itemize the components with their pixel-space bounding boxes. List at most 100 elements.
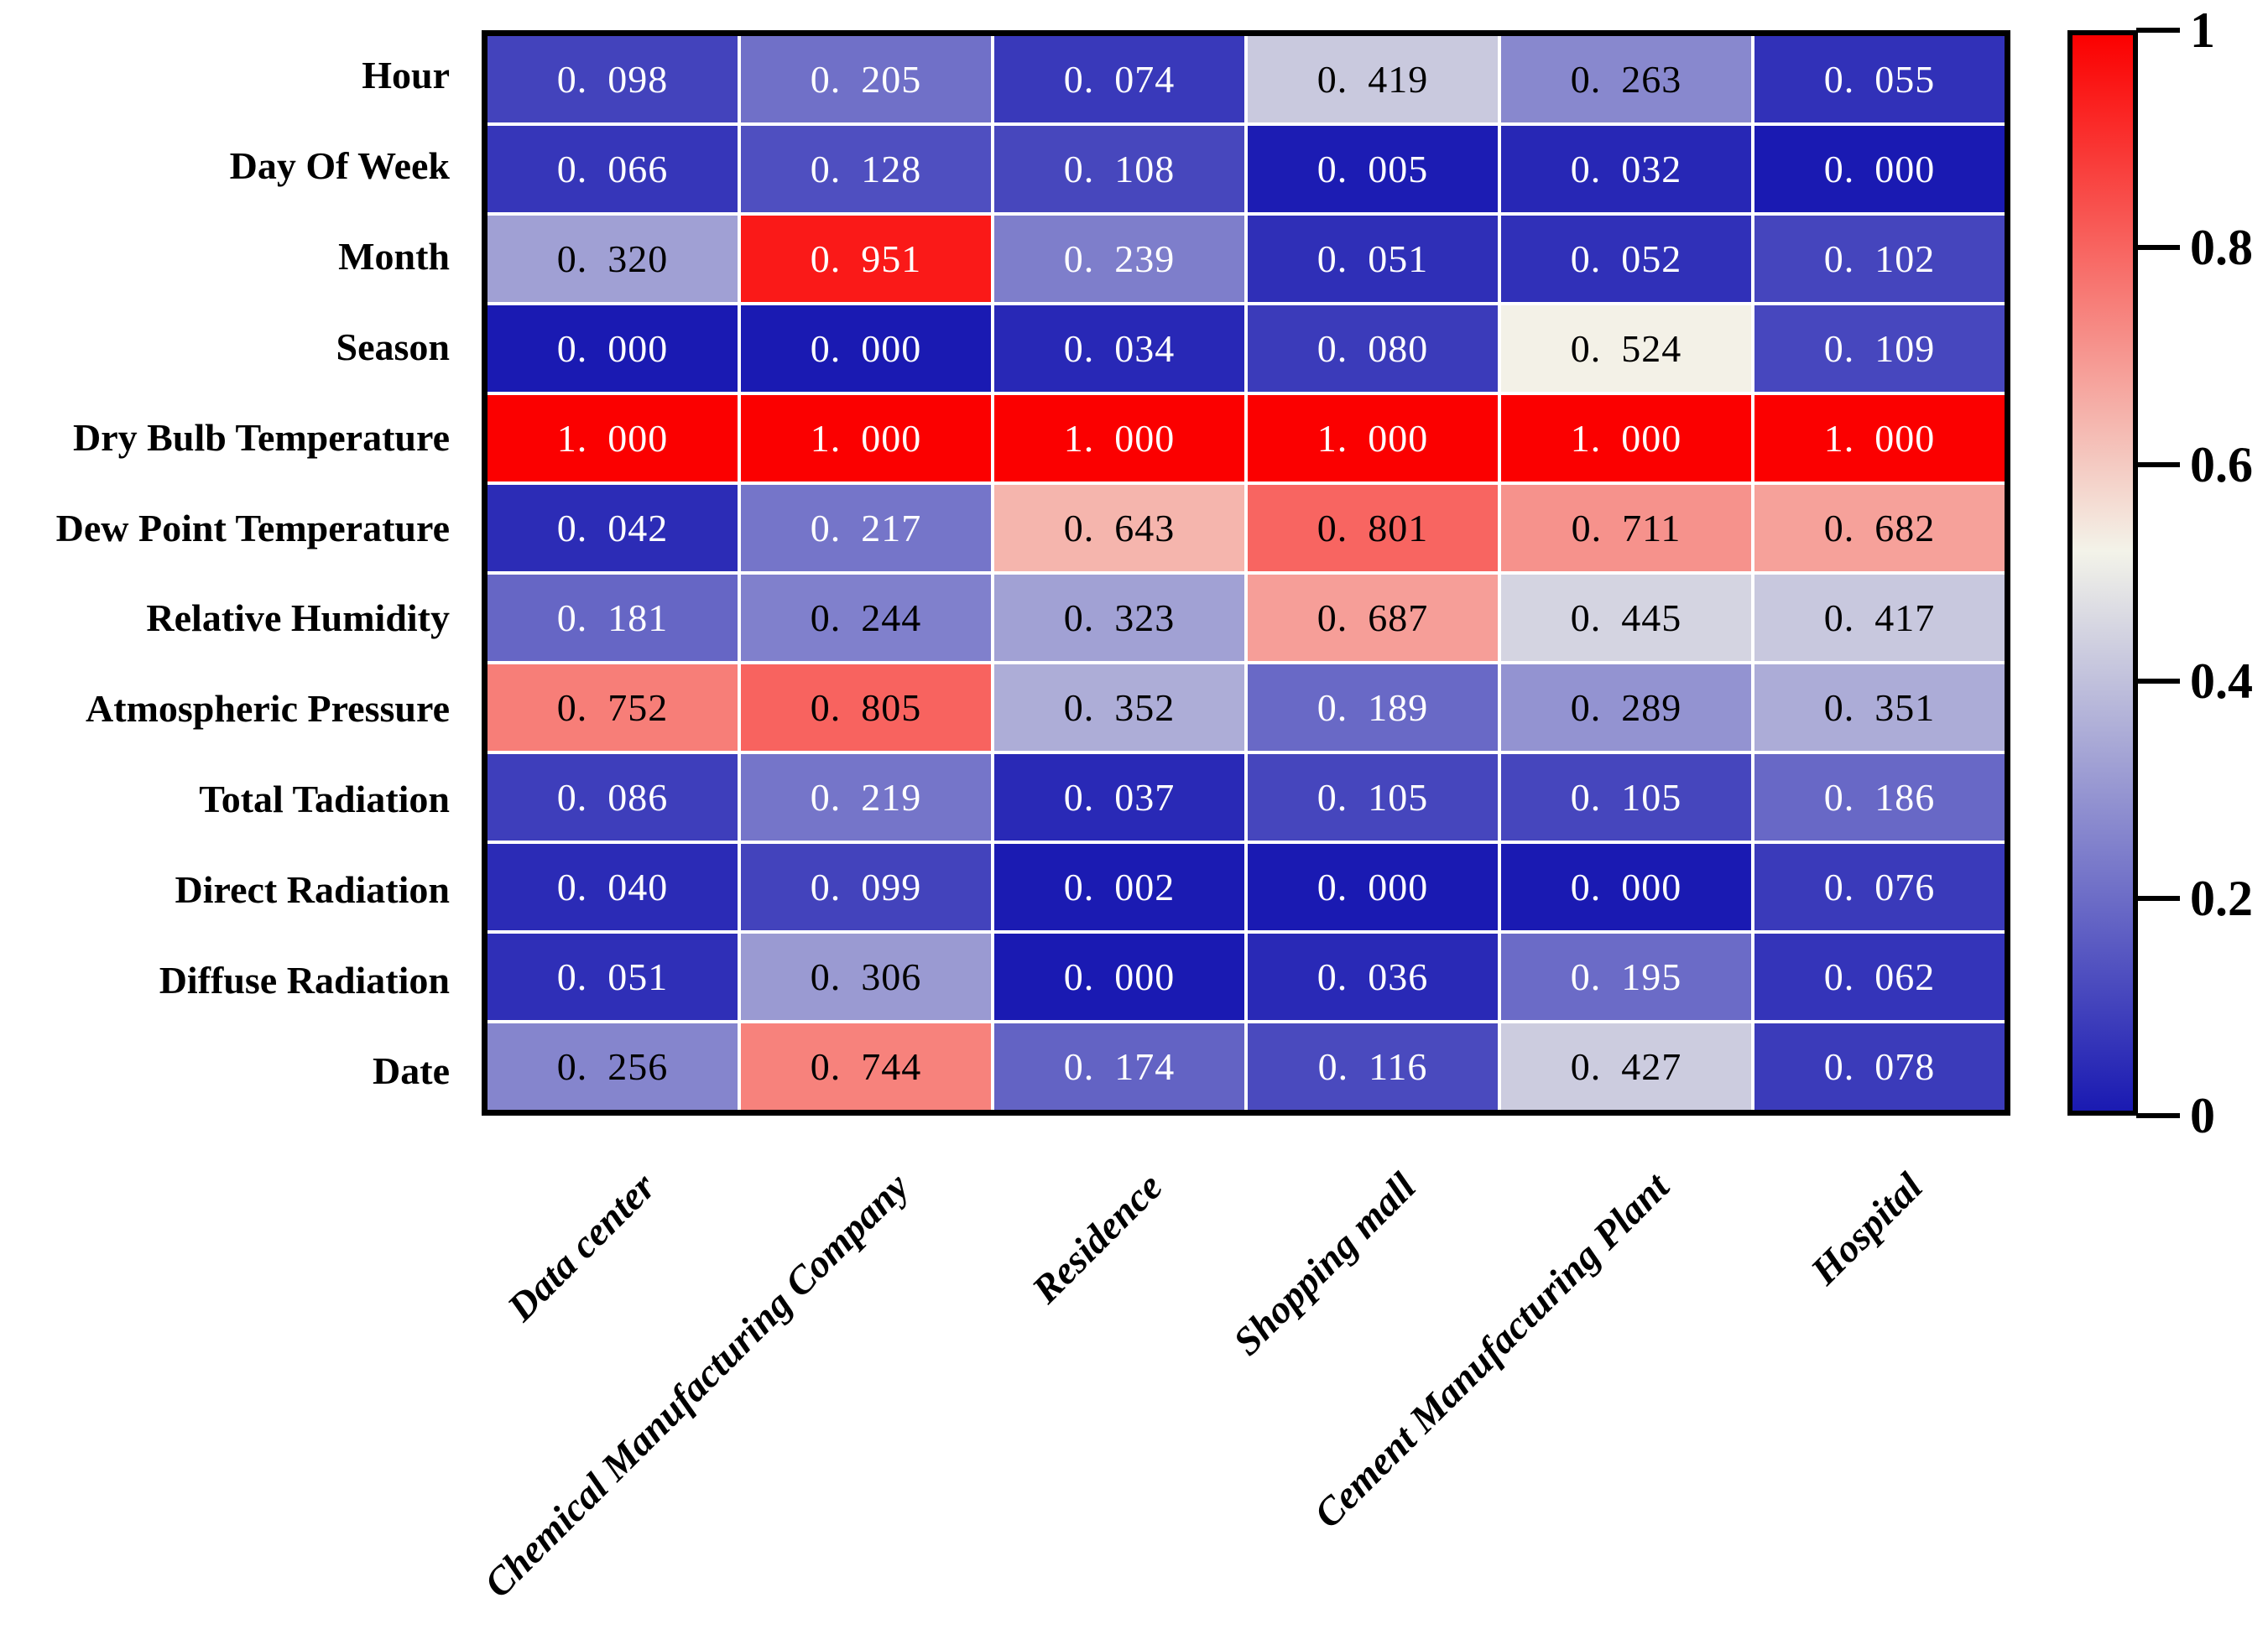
- colorbar-tick: [2136, 896, 2180, 902]
- heatmap-cell: 0. 219: [741, 754, 991, 841]
- colorbar-tick: [2136, 28, 2180, 33]
- heatmap-cell: 0. 002: [994, 844, 1244, 930]
- heatmap-cell: 0. 174: [994, 1023, 1244, 1110]
- heatmap-cell: 0. 062: [1754, 934, 2005, 1020]
- heatmap-cell: 0. 040: [487, 844, 738, 930]
- heatmap-cell: 0. 289: [1501, 664, 1751, 751]
- heatmap-cell: 0. 320: [487, 216, 738, 302]
- y-axis-labels: Hour Day Of Week Month Season Dry Bulb Tempe…: [0, 30, 463, 1116]
- y-axis-label: Day Of Week: [229, 144, 450, 188]
- heatmap-cell: 0. 005: [1248, 126, 1498, 212]
- heatmap-cell: 0. 306: [741, 934, 991, 1020]
- heatmap-cell: 0. 682: [1754, 485, 2005, 571]
- heatmap-cell: 0. 032: [1501, 126, 1751, 212]
- heatmap-cell: 0. 098: [487, 36, 738, 122]
- heatmap-cell: 0. 445: [1501, 575, 1751, 661]
- heatmap-cell: 0. 066: [487, 126, 738, 212]
- heatmap-cell: 0. 076: [1754, 844, 2005, 930]
- heatmap-cell: 0. 711: [1501, 485, 1751, 571]
- y-axis-label: Atmospheric Pressure: [86, 687, 450, 731]
- x-axis-label: Residence: [1024, 1164, 1171, 1312]
- heatmap-cell: 1. 000: [1501, 395, 1751, 481]
- heatmap-cell: 0. 055: [1754, 36, 2005, 122]
- heatmap-cell: 0. 427: [1501, 1023, 1751, 1110]
- heatmap-cell: 0. 195: [1501, 934, 1751, 1020]
- heatmap-cell: 0. 181: [487, 575, 738, 661]
- x-axis-label: Shopping mall: [1225, 1164, 1425, 1364]
- heatmap-cell: 0. 051: [487, 934, 738, 1020]
- y-axis-label: Dew Point Temperature: [55, 506, 450, 549]
- heatmap-cell: 0. 086: [487, 754, 738, 841]
- heatmap-cell: 0. 108: [994, 126, 1244, 212]
- x-axis-label: Cement Manufacturing Plant: [1306, 1164, 1678, 1537]
- heatmap-cell: 0. 186: [1754, 754, 2005, 841]
- heatmap-cell: 1. 000: [1248, 395, 1498, 481]
- heatmap-cell: 0. 256: [487, 1023, 738, 1110]
- heatmap-cell: 0. 078: [1754, 1023, 2005, 1110]
- colorbar-tick: [2136, 1113, 2180, 1118]
- heatmap-cell: 0. 128: [741, 126, 991, 212]
- colorbar-tick-label: 0.4: [2190, 653, 2253, 710]
- heatmap-cell: 0. 000: [1248, 844, 1498, 930]
- y-axis-label: Total Tadiation: [199, 778, 450, 821]
- x-axis-label: Hospital: [1802, 1164, 1932, 1293]
- heatmap-cell: 0. 116: [1248, 1023, 1498, 1110]
- heatmap-cell: 0. 419: [1248, 36, 1498, 122]
- heatmap-cell: 1. 000: [1754, 395, 2005, 481]
- x-axis-label: Data center: [499, 1164, 665, 1330]
- y-axis-label: Dry Bulb Temperature: [73, 415, 450, 459]
- heatmap-cell: 0. 000: [994, 934, 1244, 1020]
- colorbar-tick: [2136, 461, 2180, 467]
- heatmap-cell: 0. 801: [1248, 485, 1498, 571]
- colorbar-tick: [2136, 679, 2180, 684]
- colorbar-tick-label: 1: [2190, 3, 2215, 58]
- heatmap-cell: 1. 000: [487, 395, 738, 481]
- colorbar-tick-label: 0.2: [2190, 871, 2253, 927]
- heatmap-cell: 0. 744: [741, 1023, 991, 1110]
- heatmap-cell: 0. 752: [487, 664, 738, 751]
- heatmap-cell: 0. 102: [1754, 216, 2005, 302]
- heatmap-cell: 0. 687: [1248, 575, 1498, 661]
- y-axis-label: Season: [336, 325, 450, 368]
- heatmap-cell: 0. 643: [994, 485, 1244, 571]
- heatmap-cell: 0. 000: [1754, 126, 2005, 212]
- colorbar: [2067, 30, 2138, 1116]
- heatmap-cell: 0. 263: [1501, 36, 1751, 122]
- y-axis-label: Direct Radiation: [175, 867, 450, 911]
- y-axis-label: Hour: [362, 54, 450, 97]
- colorbar-tick-label: 0.8: [2190, 219, 2253, 275]
- heatmap-cell: 0. 323: [994, 575, 1244, 661]
- y-axis-label: Date: [373, 1049, 450, 1092]
- y-axis-label: Relative Humidity: [146, 596, 450, 640]
- heatmap-cell: 0. 000: [487, 305, 738, 392]
- colorbar-tick-label: 0.6: [2190, 436, 2253, 492]
- y-axis-label: Diffuse Radiation: [159, 958, 450, 1002]
- heatmap-cell: 0. 524: [1501, 305, 1751, 392]
- heatmap-cell: 0. 052: [1501, 216, 1751, 302]
- heatmap-cell: 0. 217: [741, 485, 991, 571]
- heatmap-cell: 0. 105: [1248, 754, 1498, 841]
- heatmap-cell: 0. 042: [487, 485, 738, 571]
- heatmap-cell: 0. 037: [994, 754, 1244, 841]
- heatmap-cell: 0. 239: [994, 216, 1244, 302]
- heatmap-cell: 0. 000: [741, 305, 991, 392]
- heatmap-cell: 0. 074: [994, 36, 1244, 122]
- heatmap-cell: 1. 000: [994, 395, 1244, 481]
- heatmap-grid: 0. 098 0. 205 0. 074 0. 419 0. 263 0. 055 0. 0…: [482, 30, 2010, 1116]
- heatmap-cell: 0. 051: [1248, 216, 1498, 302]
- heatmap-cell: 0. 036: [1248, 934, 1498, 1020]
- colorbar-tick: [2136, 244, 2180, 250]
- heatmap-cell: 0. 034: [994, 305, 1244, 392]
- heatmap-cell: 0. 205: [741, 36, 991, 122]
- heatmap-cell: 0. 352: [994, 664, 1244, 751]
- heatmap-cell: 0. 951: [741, 216, 991, 302]
- heatmap-cell: 0. 417: [1754, 575, 2005, 661]
- heatmap-cell: 1. 000: [741, 395, 991, 481]
- x-axis-label: Chemical Manufacturing Company: [476, 1164, 918, 1606]
- heatmap-cell: 0. 109: [1754, 305, 2005, 392]
- heatmap-cell: 0. 244: [741, 575, 991, 661]
- heatmap-cell: 0. 000: [1501, 844, 1751, 930]
- heatmap-cell: 0. 189: [1248, 664, 1498, 751]
- colorbar-tick-label: 0: [2190, 1088, 2215, 1143]
